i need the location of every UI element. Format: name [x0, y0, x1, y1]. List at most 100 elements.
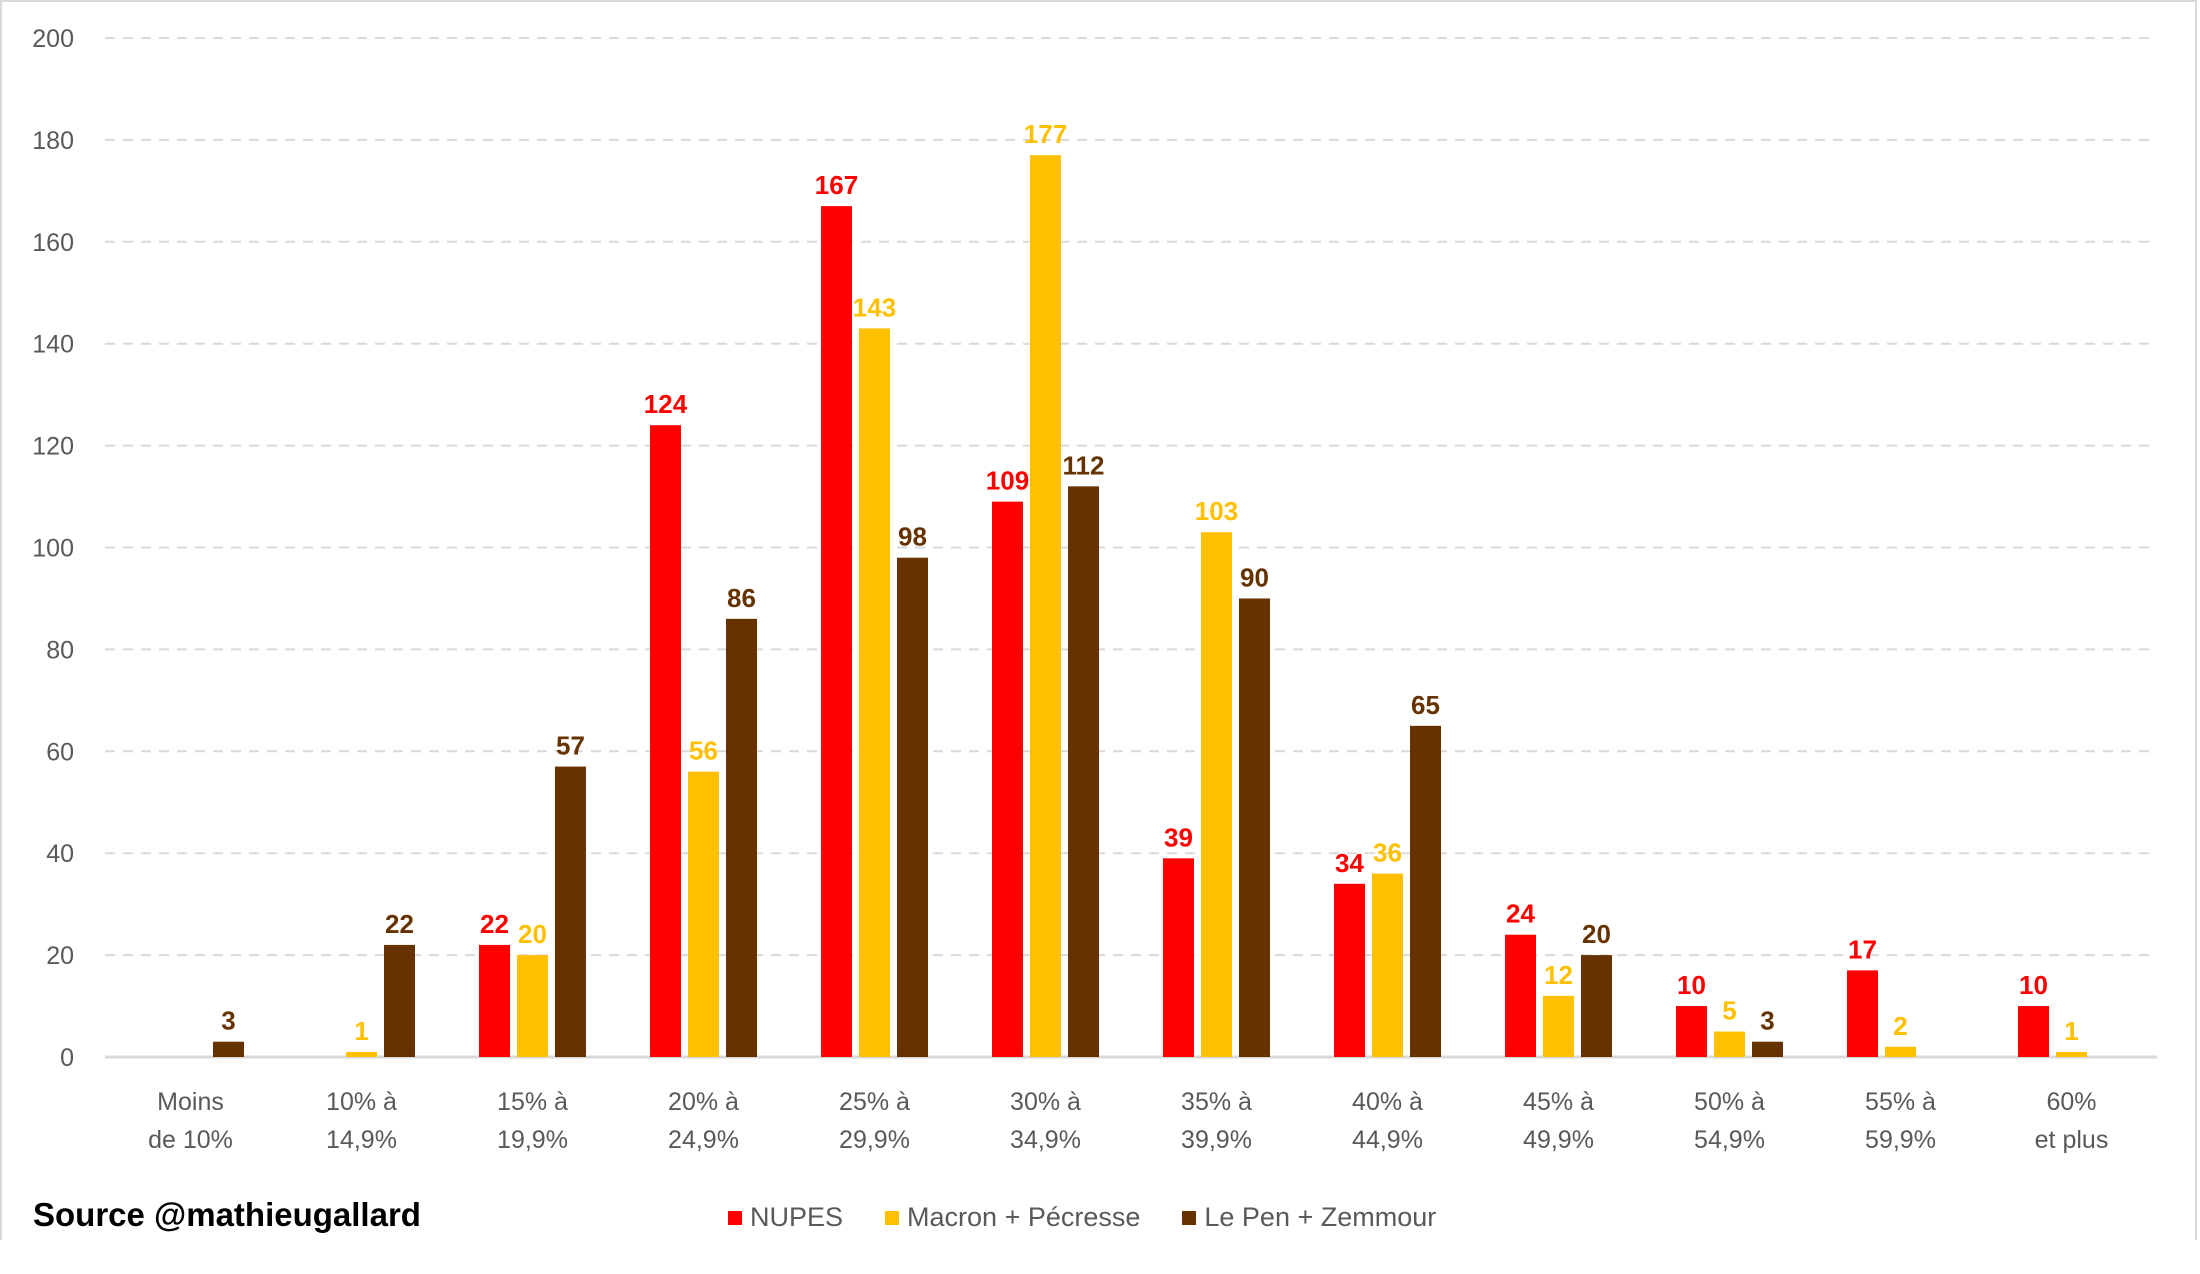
bar-le-pen-zemmour [1239, 598, 1270, 1057]
x-tick-label: 25% à [839, 1088, 910, 1116]
data-label: 1 [2064, 1016, 2078, 1046]
data-label: 2 [1893, 1011, 1907, 1041]
data-label: 36 [1373, 838, 1402, 868]
data-label: 103 [1195, 496, 1238, 526]
data-label: 12 [1544, 960, 1573, 990]
bar-nupes [1505, 934, 1536, 1057]
data-label: 112 [1063, 450, 1105, 480]
x-tick-label: 30% à [1010, 1088, 1081, 1116]
legend-label: Le Pen + Zemmour [1204, 1202, 1437, 1232]
bar-macron-p-cresse [1030, 155, 1061, 1057]
data-label: 5 [1722, 996, 1736, 1026]
legend-swatch [1182, 1210, 1197, 1225]
bar-macron-p-cresse [2056, 1051, 2087, 1057]
x-tick-label: Moins [157, 1088, 224, 1116]
data-label: 177 [1024, 119, 1067, 149]
bar-macron-p-cresse [517, 955, 548, 1057]
legend-swatch [885, 1210, 900, 1225]
y-tick-label: 20 [46, 942, 74, 970]
x-tick-label: 24,9% [668, 1126, 739, 1154]
y-tick-label: 100 [32, 535, 74, 563]
bar-macron-p-cresse [1201, 532, 1232, 1057]
y-tick-label: 60 [46, 738, 74, 766]
bar-macron-p-cresse [1372, 873, 1403, 1057]
bar-macron-p-cresse [1543, 995, 1574, 1057]
source-credit: Source @mathieugallard [33, 1196, 421, 1233]
bar-le-pen-zemmour [1752, 1041, 1783, 1057]
data-label: 57 [556, 731, 585, 761]
chart-frame [0, 0, 2197, 1240]
x-tick-label: 34,9% [1010, 1126, 1081, 1154]
bar-nupes [650, 425, 681, 1058]
data-label: 39 [1164, 822, 1193, 852]
x-tick-label: 50% à [1694, 1088, 1765, 1116]
x-tick-label: 59,9% [1865, 1126, 1936, 1154]
legend-label: Macron + Pécresse [907, 1202, 1141, 1232]
bar-le-pen-zemmour [1581, 955, 1612, 1057]
bar-macron-p-cresse [1885, 1046, 1916, 1057]
x-tick-label: 54,9% [1694, 1126, 1765, 1154]
x-tick-label: 60% [2046, 1088, 2096, 1116]
x-tick-label: 40% à [1352, 1088, 1423, 1116]
data-label: 3 [221, 1006, 235, 1036]
legend: NUPES Macron + Pécresse Le Pen + Zemmour [728, 1202, 1436, 1233]
bar-nupes [2018, 1006, 2049, 1057]
data-label: 20 [1582, 919, 1611, 949]
bar-nupes [1676, 1006, 1707, 1057]
data-label: 167 [815, 170, 858, 200]
bar-le-pen-zemmour [897, 557, 928, 1057]
x-tick-label: 29,9% [839, 1126, 910, 1154]
x-tick-label: 45% à [1523, 1088, 1594, 1116]
bar-le-pen-zemmour [1068, 486, 1099, 1057]
legend-item-lepen-zemmour: Le Pen + Zemmour [1182, 1202, 1436, 1233]
data-label: 24 [1506, 899, 1535, 929]
data-label: 56 [689, 736, 718, 766]
data-label: 143 [853, 292, 896, 322]
x-tick-label: 19,9% [497, 1126, 568, 1154]
y-tick-label: 140 [32, 331, 74, 359]
data-label: 10 [1677, 970, 1706, 1000]
x-tick-label: 55% à [1865, 1088, 1936, 1116]
y-tick-label: 0 [60, 1044, 74, 1072]
x-tick-label: 44,9% [1352, 1126, 1423, 1154]
data-label: 22 [385, 909, 414, 939]
x-tick-label: 39,9% [1181, 1126, 1252, 1154]
x-tick-label: 15% à [497, 1088, 568, 1116]
y-tick-label: 160 [32, 229, 74, 257]
bar-macron-p-cresse [346, 1051, 377, 1057]
bar-le-pen-zemmour [555, 766, 586, 1057]
x-tick-label: de 10% [148, 1126, 233, 1154]
bar-nupes [1334, 883, 1365, 1057]
y-tick-label: 80 [46, 636, 74, 664]
bar-nupes [1163, 858, 1194, 1057]
x-tick-label: 49,9% [1523, 1126, 1594, 1154]
bar-nupes [992, 501, 1023, 1057]
bar-le-pen-zemmour [1410, 725, 1441, 1057]
x-tick-label: 35% à [1181, 1088, 1252, 1116]
x-tick-label: et plus [2035, 1126, 2109, 1154]
data-label: 109 [986, 466, 1029, 496]
legend-item-nupes: NUPES [728, 1202, 843, 1233]
bar-macron-p-cresse [1714, 1031, 1745, 1057]
data-label: 1 [354, 1016, 368, 1046]
data-label: 124 [644, 389, 688, 419]
bar-macron-p-cresse [688, 771, 719, 1057]
legend-label: NUPES [750, 1202, 844, 1232]
y-tick-label: 200 [32, 25, 74, 53]
legend-item-macron-pecresse: Macron + Pécresse [885, 1202, 1140, 1233]
bar-macron-p-cresse [859, 328, 890, 1057]
x-tick-label: 14,9% [326, 1126, 397, 1154]
y-tick-label: 120 [32, 433, 74, 461]
data-label: 3 [1760, 1006, 1774, 1036]
data-label: 10 [2019, 970, 2048, 1000]
bar-nupes [821, 206, 852, 1057]
bar-nupes [479, 944, 510, 1057]
legend-swatch [728, 1210, 742, 1225]
x-tick-label: 20% à [668, 1088, 739, 1116]
data-label: 86 [727, 583, 756, 613]
data-label: 98 [898, 522, 927, 552]
data-label: 65 [1411, 690, 1440, 720]
bar-le-pen-zemmour [384, 944, 415, 1057]
bar-le-pen-zemmour [726, 618, 757, 1057]
